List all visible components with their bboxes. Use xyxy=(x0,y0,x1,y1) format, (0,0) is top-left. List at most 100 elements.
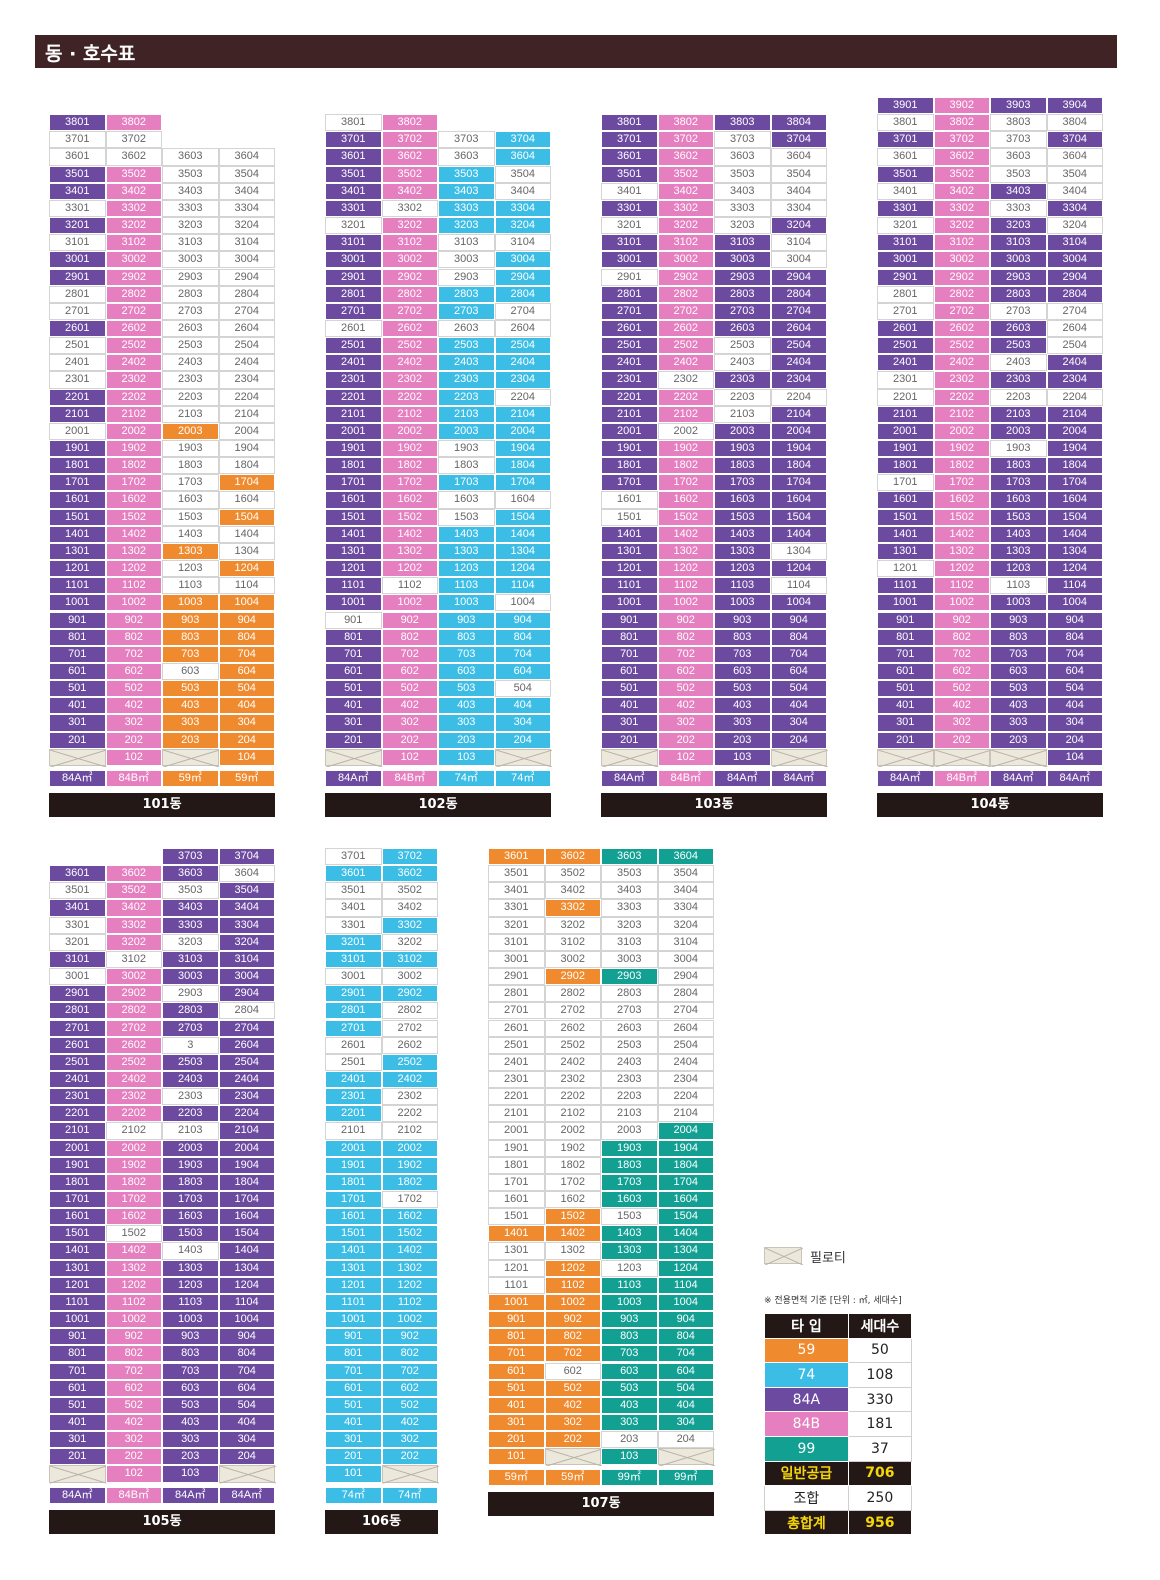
unit-cell: 2302 xyxy=(381,371,438,389)
unit-cell: 1303 xyxy=(714,542,771,561)
unit-cell: 2003 xyxy=(438,422,495,440)
unit-cell: 1704 xyxy=(494,474,551,492)
unit-cell: 1902 xyxy=(105,1156,162,1174)
unit-cell: 2603 xyxy=(714,319,771,338)
count-84a: 330 xyxy=(847,1386,913,1413)
unit-cell: 1902 xyxy=(933,440,990,458)
unit-cell: 3502 xyxy=(544,865,601,883)
piloti-legend-icon xyxy=(764,1247,803,1265)
unit-cell: 2003 xyxy=(162,422,219,440)
unit-cell: 3704 xyxy=(218,848,275,866)
unit-cell: 1201 xyxy=(325,560,382,578)
unit-cell: 1702 xyxy=(105,474,162,492)
unit-cell: 3702 xyxy=(657,131,714,149)
unit-cell: 2002 xyxy=(544,1122,601,1140)
unit-cell: 602 xyxy=(657,662,714,681)
unit-cell: 2401 xyxy=(325,1070,382,1089)
unit-cell: 1201 xyxy=(601,560,658,578)
unit-cell: 3602 xyxy=(657,148,714,166)
unit-cell: 704 xyxy=(494,645,551,663)
unit-cell: 1504 xyxy=(218,1225,275,1243)
unit-cell: 3302 xyxy=(544,899,601,917)
unit-cell: 2901 xyxy=(49,268,106,286)
unit-cell: 1701 xyxy=(325,1191,382,1209)
unit-cell: 1003 xyxy=(714,594,771,612)
unit-cell: 1302 xyxy=(933,542,990,561)
piloti-cell xyxy=(494,748,552,767)
unit-cell: 2403 xyxy=(990,354,1047,372)
unit-cell: 102 xyxy=(381,748,438,766)
unit-cell: 2704 xyxy=(770,302,827,320)
piloti-cell xyxy=(877,748,935,767)
unit-cell: 2101 xyxy=(325,1122,382,1140)
unit-cell: 2004 xyxy=(1046,422,1103,440)
unit-cell: 603 xyxy=(601,1362,658,1380)
unit-cell: 3701 xyxy=(877,131,934,149)
unit-cell: 1201 xyxy=(325,1276,382,1294)
unit-type-label: 84A㎡ xyxy=(49,1486,106,1504)
unit-cell: 502 xyxy=(381,1396,438,1414)
unit-cell: 1401 xyxy=(49,525,106,543)
unit-cell: 1604 xyxy=(1046,491,1103,509)
unit-cell: 1304 xyxy=(218,542,275,561)
unit-cell: 1303 xyxy=(601,1242,658,1260)
unit-cell: 702 xyxy=(381,645,438,663)
unit-cell: 3402 xyxy=(657,182,714,200)
unit-cell: 1601 xyxy=(325,491,382,509)
unit-cell: 1904 xyxy=(770,440,827,458)
unit-cell: 601 xyxy=(325,662,382,681)
unit-cell: 901 xyxy=(488,1311,545,1329)
unit-cell: 1502 xyxy=(657,508,714,526)
unit-cell: 1703 xyxy=(714,474,771,492)
unit-cell: 3101 xyxy=(325,950,382,969)
unit-cell: 3004 xyxy=(218,251,275,269)
unit-cell: 1404 xyxy=(494,525,551,543)
unit-cell: 2901 xyxy=(601,268,658,286)
unit-cell: 702 xyxy=(657,645,714,663)
unit-cell: 1601 xyxy=(325,1208,382,1226)
unit-cell: 3003 xyxy=(438,251,495,269)
unit-cell: 2904 xyxy=(1046,268,1103,286)
unit-cell: 3003 xyxy=(162,251,219,269)
unit-cell: 2003 xyxy=(601,1122,658,1140)
unit-cell: 1803 xyxy=(162,1173,219,1191)
unit-cell: 2903 xyxy=(162,985,219,1003)
unit-cell: 1401 xyxy=(488,1225,545,1243)
unit-cell: 2002 xyxy=(105,422,162,440)
unit-cell: 1201 xyxy=(49,1276,106,1294)
unit-cell: 2803 xyxy=(990,285,1047,303)
unit-cell: 3804 xyxy=(1046,114,1103,132)
unit-cell: 1802 xyxy=(381,1173,438,1191)
type-84a: 84A xyxy=(764,1386,849,1413)
unit-cell: 1401 xyxy=(325,525,382,543)
unit-cell: 2404 xyxy=(657,1053,714,1071)
unit-cell: 801 xyxy=(49,1345,106,1363)
unit-cell: 2304 xyxy=(218,371,275,389)
unit-cell: 1601 xyxy=(49,491,106,509)
unit-cell: 1602 xyxy=(105,1208,162,1226)
unit-cell: 2604 xyxy=(494,319,551,338)
unit-cell: 2702 xyxy=(381,1019,438,1037)
unit-cell: 1503 xyxy=(162,1225,219,1243)
unit-cell: 1303 xyxy=(162,1259,219,1277)
unit-cell: 1103 xyxy=(162,577,219,595)
unit-cell: 3004 xyxy=(218,968,275,986)
unit-cell: 2402 xyxy=(544,1053,601,1071)
type-59: 59 xyxy=(764,1337,849,1364)
unit-cell: 3004 xyxy=(1046,251,1103,269)
count-84b: 181 xyxy=(847,1411,913,1437)
unit-cell: 302 xyxy=(105,714,162,732)
unit-cell: 2302 xyxy=(105,371,162,389)
unit-cell: 3704 xyxy=(770,131,827,149)
unit-cell: 2902 xyxy=(105,985,162,1003)
unit-cell: 3503 xyxy=(990,165,1047,183)
unit-cell: 603 xyxy=(162,1379,219,1397)
unit-cell: 2503 xyxy=(601,1036,658,1054)
unit-cell: 801 xyxy=(877,628,934,646)
unit-cell: 203 xyxy=(714,731,771,749)
unit-cell: 2102 xyxy=(105,1122,162,1140)
unit-cell: 2203 xyxy=(990,388,1047,406)
unit-cell: 2302 xyxy=(933,371,990,389)
unit-cell: 3703 xyxy=(438,131,495,149)
unit-cell: 2001 xyxy=(877,422,934,440)
